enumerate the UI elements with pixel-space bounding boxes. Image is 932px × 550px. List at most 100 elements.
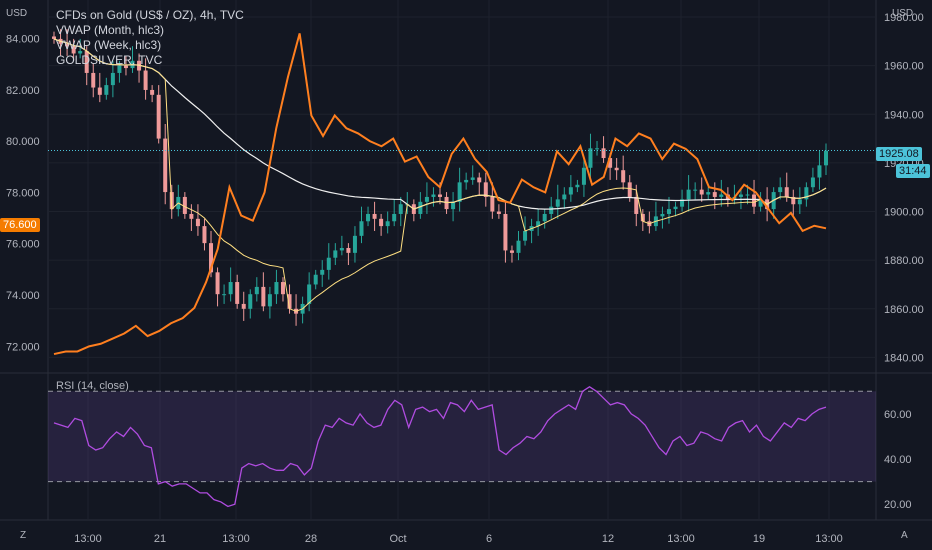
- candle-body: [110, 72, 115, 86]
- candle-body: [117, 65, 122, 73]
- candle-body: [549, 206, 554, 214]
- candle-body: [195, 218, 200, 227]
- candle-body: [307, 284, 312, 304]
- left-tick-label: 74.000: [6, 290, 40, 302]
- candle-body: [352, 235, 357, 253]
- candle-body: [84, 51, 89, 73]
- candle-body: [202, 226, 207, 244]
- rsi-tick-label: 40.00: [884, 454, 912, 466]
- candle-body: [451, 201, 456, 210]
- rsi-band-fill: [48, 391, 876, 482]
- candle-body: [588, 148, 593, 168]
- time-tick-label: 13:00: [74, 533, 102, 545]
- candle-body: [542, 213, 547, 222]
- candle-body: [189, 213, 194, 219]
- candle-body: [215, 272, 220, 295]
- candle-body: [150, 89, 155, 95]
- candle-body: [699, 189, 704, 195]
- candle-body: [752, 194, 757, 207]
- rsi-legend[interactable]: RSI (14, close): [56, 380, 129, 392]
- candle-body: [366, 213, 371, 222]
- candle-body: [784, 187, 789, 197]
- right-tick-label: 1960.00: [884, 61, 924, 73]
- candle-body: [182, 196, 187, 214]
- candle-body: [516, 240, 521, 253]
- legend-gold[interactable]: CFDs on Gold (US$ / OZ), 4h, TVC: [56, 8, 244, 22]
- timezone-corner-button[interactable]: Z: [20, 530, 27, 541]
- auto-scale-button[interactable]: A: [901, 530, 908, 541]
- candle-body: [248, 294, 253, 309]
- candle-body: [123, 65, 128, 69]
- candle-body: [503, 213, 508, 251]
- candle-body: [235, 282, 240, 304]
- time-tick-label: 6: [486, 533, 492, 545]
- left-tick-label: 82.000: [6, 85, 40, 97]
- rsi-tick-label: 60.00: [884, 409, 912, 421]
- legend-goldsilver[interactable]: GOLDSILVER, TVC: [56, 53, 163, 67]
- candle-body: [490, 196, 495, 212]
- candle-body: [496, 211, 501, 214]
- candle-body: [464, 179, 469, 183]
- candle-body: [810, 177, 815, 188]
- right-tick-label: 1840.00: [884, 352, 924, 364]
- candle-body: [143, 70, 148, 90]
- candle-body: [156, 94, 161, 139]
- candle-body: [477, 177, 482, 183]
- candle-body: [483, 182, 488, 197]
- candle-body: [745, 194, 750, 196]
- candle-body: [209, 243, 214, 273]
- candle-body: [595, 148, 600, 150]
- candle-body: [372, 213, 377, 219]
- candle-body: [339, 248, 344, 251]
- candle-body: [608, 158, 613, 168]
- candle-body: [97, 87, 102, 95]
- candle-body: [385, 221, 390, 227]
- candle-body: [163, 138, 168, 193]
- candle-body: [274, 282, 279, 295]
- candle-body: [71, 46, 76, 54]
- candle-body: [738, 194, 743, 197]
- candle-body: [320, 269, 325, 275]
- candle-body: [392, 213, 397, 222]
- candle-body: [431, 194, 436, 197]
- candle-body: [568, 187, 573, 195]
- goldsilver-line: [53, 33, 827, 356]
- right-tick-label: 1900.00: [884, 207, 924, 219]
- candle-body: [575, 184, 580, 188]
- candle-body: [438, 194, 442, 197]
- time-tick-label: 13:00: [815, 533, 843, 545]
- candle-body: [673, 206, 678, 210]
- legend-vwap-month[interactable]: VWAP (Month, hlc3): [56, 23, 165, 37]
- goldsilver-price-badge: 76.600: [0, 218, 40, 232]
- candle-body: [379, 218, 384, 227]
- time-tick-label: 28: [305, 533, 317, 545]
- left-tick-label: 78.000: [6, 187, 40, 199]
- candle-body: [804, 187, 809, 200]
- candle-body: [660, 213, 665, 217]
- left-tick-label: 80.000: [6, 136, 40, 148]
- legend-vwap-week[interactable]: VWAP (Week, hlc3): [56, 38, 162, 52]
- candle-body: [614, 167, 619, 171]
- candle-body: [693, 189, 698, 191]
- candle-body: [621, 170, 626, 183]
- candle-body: [680, 199, 685, 207]
- time-tick-label: 12: [602, 533, 614, 545]
- time-tick-label: Oct: [389, 533, 406, 545]
- right-tick-label: 1980.00: [884, 12, 924, 24]
- right-tick-label: 1940.00: [884, 109, 924, 121]
- candle-body: [52, 36, 56, 39]
- candle-body: [104, 85, 109, 95]
- time-tick-label: 13:00: [222, 533, 250, 545]
- candle-body: [666, 209, 671, 214]
- candle-body: [261, 286, 266, 307]
- candle-body: [791, 196, 796, 205]
- candle-body: [581, 167, 586, 185]
- current-price-badge: 1925.08: [876, 147, 922, 161]
- time-tick-label: 19: [753, 533, 765, 545]
- candle-body: [280, 282, 285, 295]
- candle-body: [287, 294, 292, 309]
- candle-body: [359, 221, 364, 236]
- candle-body: [719, 194, 724, 197]
